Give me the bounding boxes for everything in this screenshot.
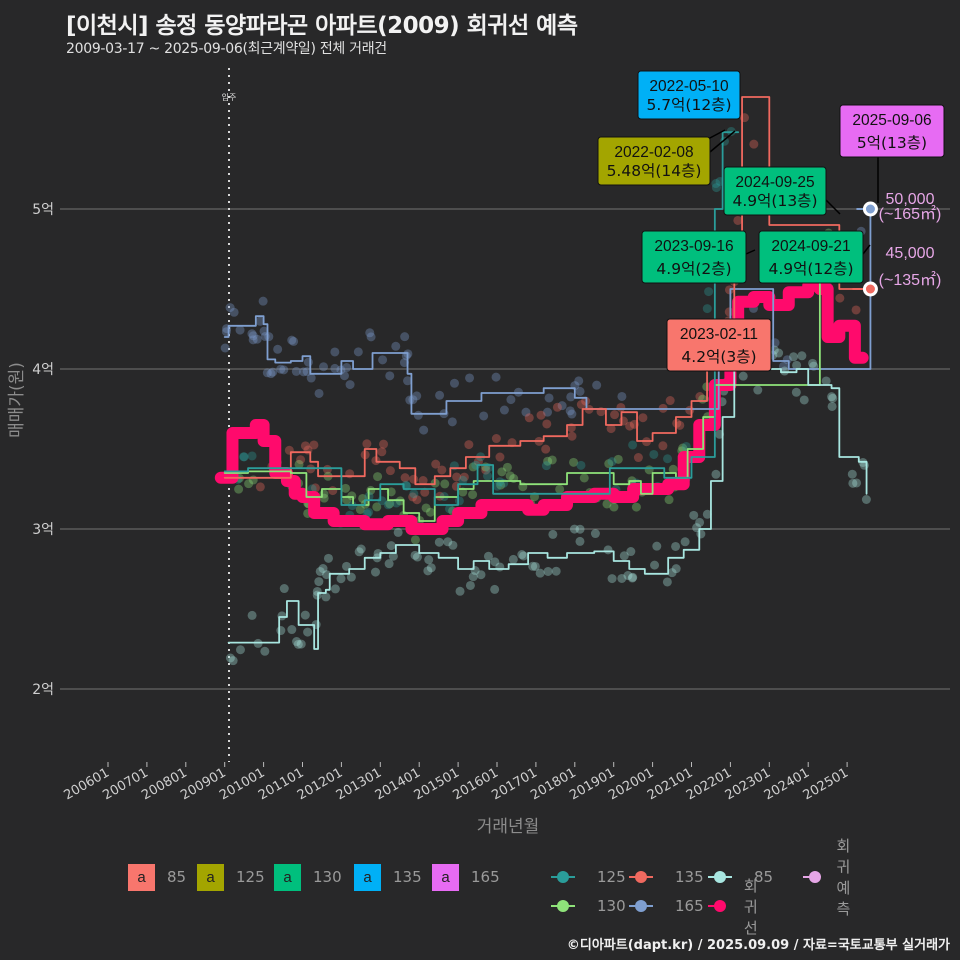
legend-item-series-125: 125 (551, 864, 626, 890)
series-line-85 (227, 360, 868, 650)
legend-item-label-85: a 85 (128, 863, 187, 891)
annotation-label: 2022-02-085.48억(14층) (597, 136, 711, 186)
legend-item-label-165: a 165 (432, 863, 500, 891)
legend-text: 130 (313, 868, 342, 886)
svg-text:2025-09-06: 2025-09-06 (852, 112, 931, 129)
legend-point-icon (629, 870, 653, 884)
legend-text: 125 (236, 868, 265, 886)
legend-item-series-회귀선: 회귀선 (708, 877, 768, 937)
footer-credit: ©디아파트(dapt.kr) / 2025.09.09 / 자료=국토교통부 실… (566, 938, 950, 953)
forecast-area: (~135㎡) (879, 271, 942, 289)
legend-point-icon (708, 870, 732, 884)
legend-item-series-130: 130 (551, 893, 626, 919)
legend-point-icon (803, 870, 821, 884)
svg-text:5.7억(12층): 5.7억(12층) (647, 96, 732, 114)
legend-text: 회귀선 (743, 876, 758, 937)
y-tick-label: 5억 (32, 202, 54, 218)
x-tick-label: 202501 (801, 765, 851, 803)
legend-item-series-135: 135 (629, 864, 704, 890)
annotation-label: 2025-09-06 5억(13층) (839, 104, 945, 158)
annotation-label: 2024-09-254.9억(13층) (723, 166, 827, 216)
legend-swatch: a (354, 863, 381, 891)
legend-text: 130 (597, 897, 626, 915)
annotation-label: 2022-05-105.7억(12층) (637, 70, 741, 120)
svg-text:2022-05-10: 2022-05-10 (649, 78, 729, 95)
chart-subtitle: 2009-03-17 ~ 2025-09-06(최근계약일) 전체 거래건 (66, 41, 387, 57)
annotation-label: 2023-02-11 4.2억(3층) (666, 318, 772, 372)
x-axis-title: 거래년월 (477, 817, 540, 837)
legend-swatch: a (432, 863, 459, 891)
legend-item-label-125: a 125 (197, 863, 265, 891)
series-line-125 (223, 131, 740, 506)
legend-point-icon (551, 870, 575, 884)
forecast-value: 50,000 (886, 191, 935, 208)
x-axis-ticks: 2006012007012008012009012010012011012012… (62, 762, 851, 803)
svg-text:2023-09-16: 2023-09-16 (654, 238, 733, 255)
series-line-130 (223, 240, 837, 522)
legend-item-series-85: 85 (708, 864, 773, 890)
svg-text:5.48억(14층): 5.48억(14층) (607, 162, 702, 180)
legend-swatch: a (274, 863, 301, 891)
move-in-label: 입주 (222, 93, 237, 102)
forecast-area: (~165㎡) (879, 205, 942, 223)
legend-point-icon (629, 899, 653, 913)
legend-text: 165 (471, 868, 500, 886)
y-tick-label: 3억 (32, 522, 54, 538)
y-tick-label: 2억 (32, 682, 54, 698)
legend-text: 125 (597, 868, 626, 886)
legend-item-series-회귀예측: 회귀예측 (803, 837, 863, 918)
annotation-label: 2023-09-16 4.9억(2층) (641, 230, 747, 284)
svg-text:5억(13층): 5억(13층) (857, 134, 927, 152)
y-tick-label: 4억 (32, 362, 54, 378)
legend-text: 회귀예측 (836, 837, 851, 918)
legend-text: 85 (754, 868, 774, 886)
chart-title: [이천시] 송정 동양파라곤 아파트(2009) 회귀선 예측 (66, 13, 578, 39)
legend-text: 135 (393, 868, 422, 886)
legend-item-series-165: 165 (629, 893, 704, 919)
legend-text: 85 (167, 868, 187, 886)
legend-item-label-130: a 130 (274, 863, 342, 891)
legend-point-icon (551, 899, 575, 913)
legend-item-label-135: a 135 (354, 863, 422, 891)
legend-text: 165 (675, 897, 704, 915)
y-axis-title: 매매가(원) (7, 362, 27, 438)
svg-text:4.9억(2층): 4.9억(2층) (656, 260, 731, 278)
svg-text:2024-09-21: 2024-09-21 (771, 238, 850, 255)
svg-text:2024-09-25: 2024-09-25 (735, 174, 814, 191)
svg-text:2023-02-11: 2023-02-11 (680, 326, 758, 343)
annotations: 50,000(~165㎡) 45,000 (~135㎡) 2022-05-105.7억… (597, 70, 945, 372)
legend-swatch: a (128, 863, 155, 891)
series-lines (214, 96, 878, 650)
forecast-point-165 (862, 201, 878, 217)
y-axis-ticks: 5억 4억 3억 2억 (32, 202, 54, 698)
legend-text: 135 (675, 868, 704, 886)
svg-text:4.9억(12층): 4.9억(12층) (769, 260, 854, 278)
series-line-회귀선 (214, 279, 869, 535)
legend-swatch: a (197, 863, 224, 891)
legend-point-icon (708, 899, 726, 913)
svg-text:4.9억(13층): 4.9억(13층) (733, 192, 818, 210)
svg-text:4.2억(3층): 4.2억(3층) (681, 348, 756, 366)
svg-text:2022-02-08: 2022-02-08 (614, 144, 693, 161)
forecast-value: 45,000 (886, 245, 935, 262)
forecast-point-135 (862, 281, 878, 297)
annotation-label: 2024-09-21 4.9억(12층) (758, 230, 864, 284)
